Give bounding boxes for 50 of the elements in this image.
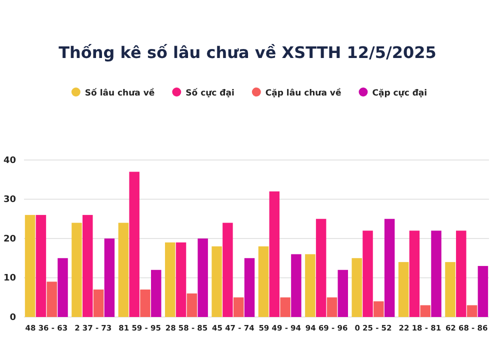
bar — [362, 230, 373, 317]
bar — [72, 222, 82, 317]
bar — [478, 266, 488, 317]
bar — [244, 258, 255, 317]
bar — [338, 270, 348, 317]
bar — [431, 230, 442, 317]
bar — [93, 290, 104, 317]
bar — [176, 242, 186, 317]
bar — [118, 222, 129, 317]
bar — [445, 262, 456, 317]
legend-label: Số cực đại — [186, 88, 234, 98]
bar — [316, 218, 326, 317]
y-tick-label: 0 — [10, 312, 16, 323]
y-tick-label: 40 — [3, 156, 16, 166]
bar — [24, 214, 36, 317]
legend-label: Cặp lâu chưa về — [265, 88, 342, 98]
y-tick-label: 20 — [3, 234, 16, 244]
bar — [233, 297, 244, 317]
bar — [384, 218, 395, 317]
bar — [291, 254, 302, 317]
legend-label: Số lâu chưa về — [84, 88, 155, 98]
bar — [212, 246, 222, 317]
legend-label: Cặp cực đại — [372, 88, 428, 98]
bar — [326, 297, 338, 317]
bar — [222, 222, 233, 317]
bar — [104, 238, 115, 317]
bar — [82, 214, 93, 317]
bar — [46, 282, 57, 317]
y-tick-label: 30 — [3, 195, 16, 206]
bar — [258, 246, 269, 317]
bar — [280, 297, 290, 317]
bar — [151, 270, 162, 317]
bar — [305, 254, 316, 317]
bar — [352, 258, 362, 317]
bar — [198, 238, 208, 317]
bar — [409, 230, 420, 317]
bar — [129, 172, 140, 317]
bar — [140, 290, 150, 317]
bar — [398, 262, 409, 317]
y-tick-label: 10 — [3, 274, 16, 284]
bar — [420, 305, 430, 317]
bar — [456, 230, 466, 317]
bar — [186, 293, 198, 317]
bar — [36, 214, 46, 317]
bar — [269, 191, 280, 317]
bar — [466, 305, 478, 317]
bar — [58, 258, 68, 317]
chart-title: Thống kê số lâu chưa về XSTTH 12/5/2025 — [58, 43, 436, 62]
bar — [374, 301, 384, 317]
bar — [164, 242, 176, 317]
